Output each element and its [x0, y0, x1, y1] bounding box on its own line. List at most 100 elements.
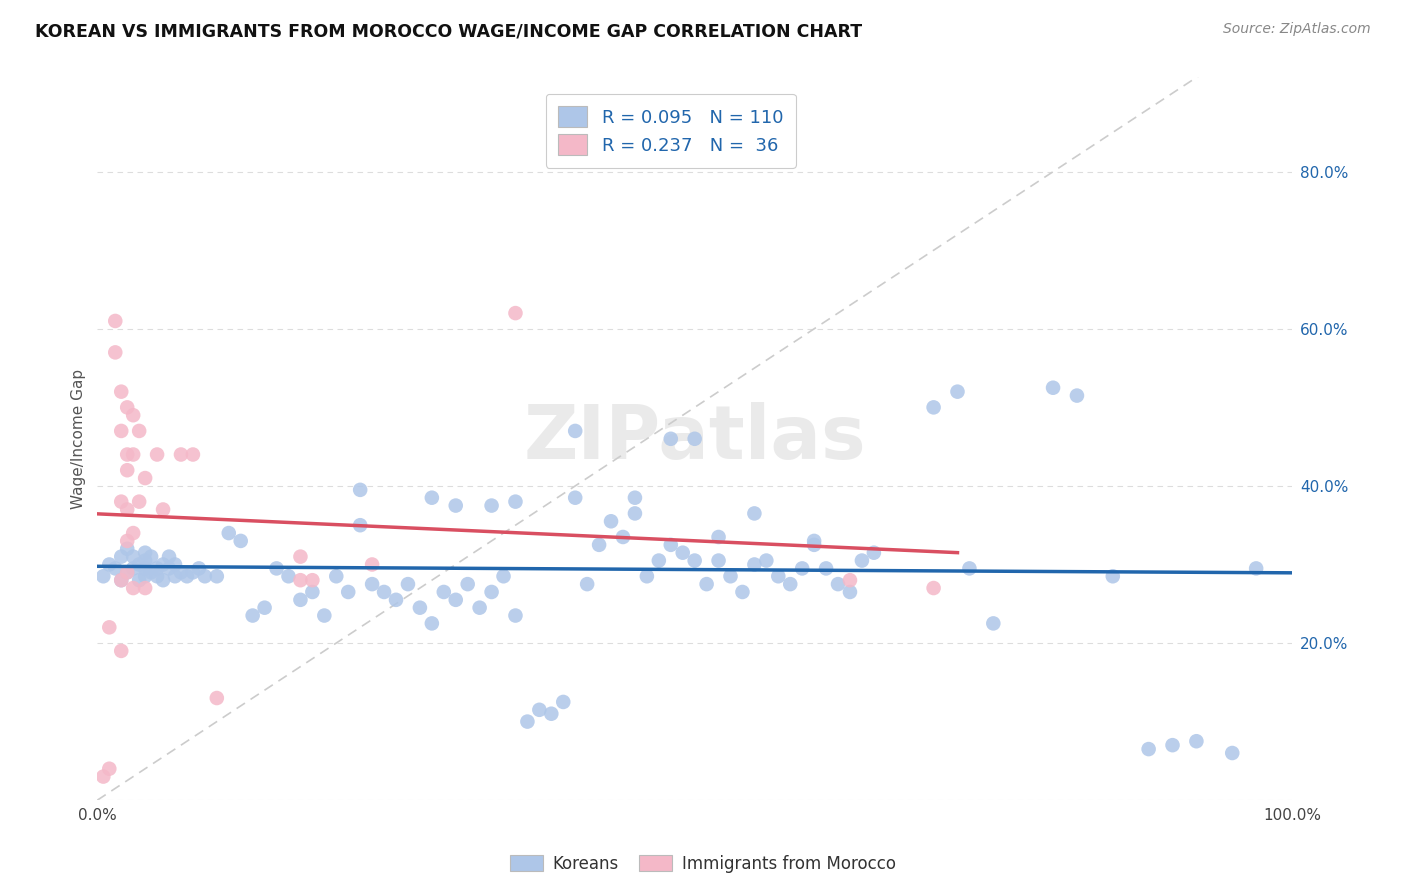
Point: [301, 585, 323, 599]
Point: [922, 401, 945, 415]
Point: [540, 706, 562, 721]
Point: [98, 620, 121, 634]
Point: [588, 538, 610, 552]
Point: [755, 553, 778, 567]
Point: [349, 518, 371, 533]
Point: [128, 424, 150, 438]
Point: [731, 585, 754, 599]
Point: [946, 384, 969, 399]
Point: [163, 569, 186, 583]
Point: [98, 558, 121, 572]
Point: [957, 561, 980, 575]
Point: [110, 494, 132, 508]
Point: [492, 569, 515, 583]
Point: [134, 561, 156, 575]
Point: [433, 585, 456, 599]
Point: [301, 573, 323, 587]
Point: [803, 538, 825, 552]
Point: [1137, 742, 1160, 756]
Point: [128, 494, 150, 508]
Point: [624, 491, 647, 505]
Point: [266, 561, 288, 575]
Point: [1220, 746, 1243, 760]
Point: [290, 592, 312, 607]
Point: [277, 569, 299, 583]
Point: [827, 577, 849, 591]
Point: [242, 608, 264, 623]
Point: [361, 558, 384, 572]
Point: [122, 448, 145, 462]
Point: [181, 448, 204, 462]
Point: [205, 569, 228, 583]
Point: [720, 569, 742, 583]
Point: [851, 553, 873, 567]
Point: [134, 546, 156, 560]
Point: [707, 530, 730, 544]
Point: [529, 703, 551, 717]
Point: [91, 770, 114, 784]
Point: [134, 569, 156, 583]
Point: [396, 577, 419, 591]
Point: [122, 561, 145, 575]
Point: [115, 566, 138, 580]
Point: [564, 491, 586, 505]
Point: [863, 546, 886, 560]
Point: [659, 538, 682, 552]
Point: [1101, 569, 1123, 583]
Point: [1161, 738, 1184, 752]
Point: [576, 577, 599, 591]
Point: [1185, 734, 1208, 748]
Point: [146, 569, 169, 583]
Point: [349, 483, 371, 497]
Point: [176, 569, 198, 583]
Point: [981, 616, 1004, 631]
Point: [115, 566, 138, 580]
Point: [110, 573, 132, 587]
Point: [325, 569, 347, 583]
Point: [612, 530, 634, 544]
Point: [1042, 381, 1064, 395]
Point: [683, 553, 706, 567]
Point: [636, 569, 658, 583]
Point: [181, 566, 204, 580]
Point: [744, 558, 766, 572]
Point: [115, 448, 138, 462]
Point: [205, 691, 228, 706]
Point: [139, 566, 162, 580]
Point: [505, 494, 527, 508]
Point: [122, 409, 145, 423]
Point: [146, 561, 169, 575]
Point: [128, 558, 150, 572]
Point: [481, 499, 503, 513]
Point: [707, 553, 730, 567]
Point: [91, 569, 114, 583]
Point: [1244, 561, 1267, 575]
Point: [779, 577, 801, 591]
Point: [815, 561, 838, 575]
Point: [564, 424, 586, 438]
Point: [122, 549, 145, 564]
Point: [337, 585, 360, 599]
Point: [152, 558, 174, 572]
Point: [134, 471, 156, 485]
Point: [134, 581, 156, 595]
Point: [659, 432, 682, 446]
Point: [444, 499, 467, 513]
Point: [157, 561, 180, 575]
Point: [194, 569, 217, 583]
Point: [768, 569, 790, 583]
Point: [839, 585, 862, 599]
Text: ZIPatlas: ZIPatlas: [523, 402, 866, 475]
Point: [672, 546, 695, 560]
Point: [146, 448, 169, 462]
Point: [110, 644, 132, 658]
Legend: R = 0.095   N = 110, R = 0.237   N =  36: R = 0.095 N = 110, R = 0.237 N = 36: [546, 94, 796, 168]
Point: [128, 573, 150, 587]
Point: [218, 526, 240, 541]
Point: [110, 549, 132, 564]
Y-axis label: Wage/Income Gap: Wage/Income Gap: [72, 368, 86, 508]
Point: [505, 306, 527, 320]
Point: [187, 561, 209, 575]
Point: [290, 549, 312, 564]
Point: [468, 600, 491, 615]
